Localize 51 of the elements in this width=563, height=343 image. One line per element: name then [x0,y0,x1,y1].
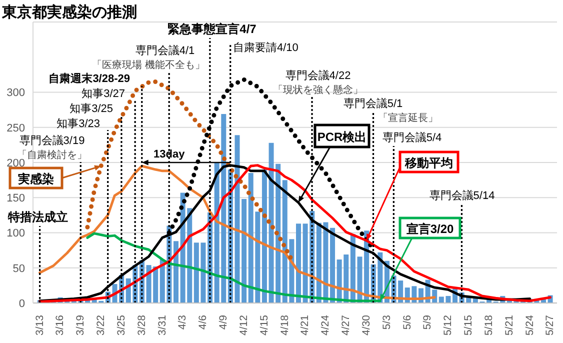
text: PCR検出 [317,130,367,144]
y-tick-label: 200 [6,157,25,170]
x-tick-label: 4/9 [218,314,230,330]
x-tick-label: 3/13 [34,314,46,336]
x-tick-label: 5/12 [442,314,454,336]
ref-line-label: 自粛週末3/28-29 [48,72,130,85]
annotation: 13day [154,148,186,160]
x-tick-label: 4/6 [197,314,210,330]
y-tick-label: 150 [6,192,25,205]
ref-line-label: 緊急事態宣言4/7 [168,22,257,36]
x-tick-label: 3/28 [136,314,148,336]
x-tick-label: 5/18 [482,314,495,336]
x-tick-label: 5/24 [524,314,536,336]
x-tick-label: 4/21 [299,314,312,336]
ref-line-label: 専門会議5/14 [429,189,495,202]
x-tick-label: 4/27 [340,314,352,336]
x-tick-label: 3/25 [115,314,128,336]
x-tick-label: 4/12 [238,314,250,336]
x-tick-label: 5/21 [503,314,516,336]
x-tick-label: 4/15 [258,314,270,336]
y-tick-label: 0 [18,298,25,310]
ref-line-label: 専門会議5/1 「宣言延長」 [343,97,438,124]
x-tick-label: 3/19 [74,314,87,336]
x-tick-label: 3/22 [95,314,108,336]
y-tick-label: 100 [6,228,25,240]
ref-line-label: 特措法成立 [7,210,68,224]
x-tick-label: 4/24 [320,314,332,336]
text: 宣言3/20 [406,222,454,236]
ref-line-label: 知事3/23 [56,117,100,130]
y-tick-label: 300 [6,87,25,100]
x-tick-label: 3/16 [54,314,66,336]
ref-line-label: 知事3/27 [82,87,125,100]
x-tick-label: 5/27 [544,314,556,336]
ref-line-label: 専門会議5/4 [382,131,442,144]
x-tick-label: 5/9 [422,314,434,330]
x-tick-label: 5/15 [462,314,475,336]
y-tick-label: 50 [12,262,25,275]
ref-line-label: 専門会議4/22 「現状を強く懸念」 [273,69,363,96]
ref-line-label: 専門会議4/1 「医療現場 機能不全も」 [92,44,205,71]
ref-line-label: 知事3/25 [70,102,113,115]
x-tick-label: 5/6 [401,314,414,330]
text: 実感染 [17,172,54,186]
x-tick-label: 4/3 [176,314,189,330]
x-tick-label: 3/31 [156,314,168,336]
x-tick-label: 4/30 [360,314,372,336]
text: 移動平均 [404,156,453,170]
x-tick-label: 5/3 [380,314,393,330]
ref-line-label: 自粛要請4/10 [233,41,298,54]
y-tick-label: 250 [6,122,25,134]
x-tick-label: 4/18 [278,314,291,336]
chart-title: 東京都実感染の推測 [1,3,137,21]
